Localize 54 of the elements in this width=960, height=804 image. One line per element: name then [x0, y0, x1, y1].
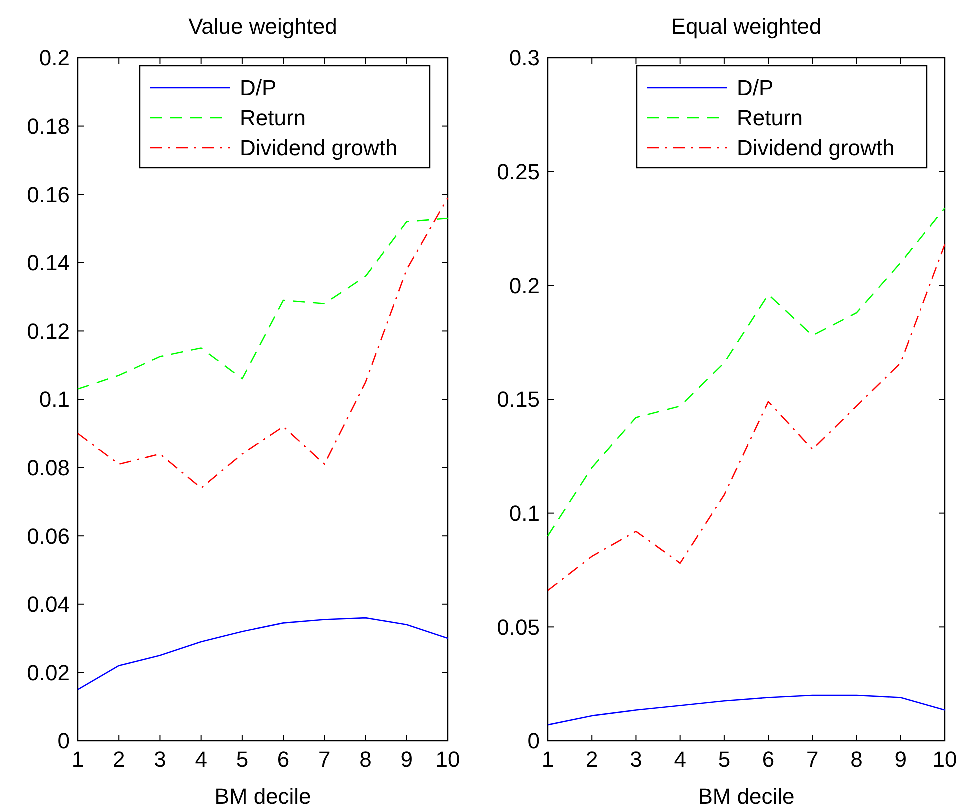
y-tick-label: 0.05 [497, 614, 540, 640]
x-tick-label: 4 [674, 747, 686, 772]
y-tick-label: 0.12 [27, 318, 70, 344]
y-tick-label: 0.25 [497, 160, 540, 185]
legend-label: D/P [240, 76, 277, 101]
x-tick-label: 5 [718, 747, 731, 772]
x-tick-label: 1 [542, 747, 554, 772]
y-tick-label: 0.1 [509, 501, 540, 526]
y-tick-label: 0.2 [39, 46, 70, 71]
legend-label: Return [737, 106, 804, 131]
line-series [77, 197, 449, 489]
y-tick-label: 0.2 [509, 273, 540, 298]
line-series [77, 218, 449, 390]
chart-title: Equal weighted [671, 14, 822, 39]
y-tick-label: 0.02 [27, 660, 70, 686]
y-tick-label: 0.3 [509, 46, 540, 71]
x-tick-label: 8 [850, 747, 863, 772]
x-tick-label: 3 [630, 747, 642, 772]
x-tick-label: 6 [762, 747, 775, 772]
y-tick-label: 0.06 [27, 524, 70, 549]
line-series [547, 208, 946, 537]
x-tick-label: 9 [400, 747, 414, 772]
x-axis-title: BM decile [214, 784, 312, 804]
y-tick-label: 0 [528, 728, 540, 754]
x-tick-label: 10 [436, 747, 460, 772]
legend-label: Return [240, 106, 306, 131]
x-tick-label: 10 [932, 747, 958, 772]
x-tick-label: 1 [72, 747, 84, 772]
y-tick-label: 0.18 [27, 114, 70, 139]
legend-label: Dividend growth [737, 136, 895, 161]
line-series [77, 617, 449, 690]
x-tick-label: 8 [360, 747, 372, 772]
y-tick-label: 0.14 [27, 250, 70, 276]
x-tick-label: 6 [277, 747, 290, 772]
x-tick-label: 2 [112, 747, 126, 772]
legend-label: Dividend growth [240, 136, 398, 161]
y-tick-label: 0.08 [27, 456, 70, 480]
x-tick-label: 3 [154, 747, 166, 772]
line-series [547, 244, 946, 592]
y-tick-label: 0 [58, 728, 70, 754]
x-tick-label: 7 [806, 747, 819, 772]
y-tick-label: 0.15 [497, 387, 540, 412]
x-tick-label: 2 [586, 747, 598, 772]
y-tick-label: 0.16 [27, 182, 70, 208]
legend-label: D/P [737, 76, 774, 101]
x-axis-title: BM decile [698, 784, 795, 804]
x-tick-label: 7 [318, 747, 331, 772]
chart-title: Value weighted [188, 14, 338, 39]
y-tick-label: 0.04 [27, 592, 70, 618]
y-tick-label: 0.1 [39, 387, 70, 412]
x-tick-label: 5 [236, 747, 249, 772]
x-tick-label: 9 [894, 747, 908, 772]
x-tick-label: 4 [195, 747, 208, 772]
line-series [547, 694, 946, 726]
